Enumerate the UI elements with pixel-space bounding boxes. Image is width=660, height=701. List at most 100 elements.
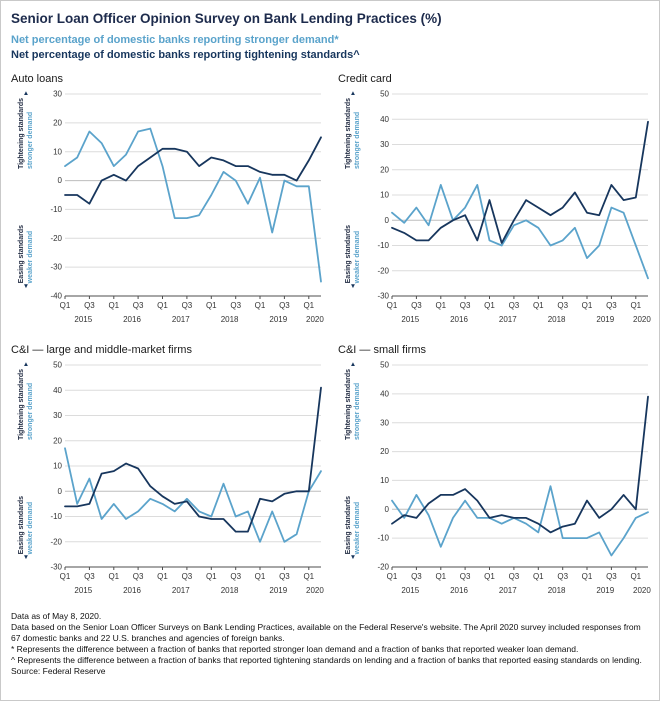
svg-text:Q1: Q1 [206, 301, 217, 310]
easing-standards-label: Easing standards [17, 495, 25, 555]
legend-tightening-standards: Net percentage of domestic banks reporti… [11, 49, 360, 62]
chart-title-auto-loans: Auto loans [11, 72, 63, 85]
svg-text:Q3: Q3 [460, 301, 471, 310]
svg-text:Q3: Q3 [84, 301, 95, 310]
svg-text:Q3: Q3 [182, 301, 193, 310]
svg-text:Q1: Q1 [157, 572, 168, 581]
svg-text:Q3: Q3 [606, 572, 617, 581]
svg-text:20: 20 [380, 447, 389, 456]
up-arrow-icon: ▲ [349, 360, 357, 368]
svg-text:2017: 2017 [499, 315, 517, 324]
svg-text:-40: -40 [50, 291, 62, 300]
svg-text:-10: -10 [50, 205, 62, 214]
y-axis-description: ▲ Tightening standards stronger demand E… [11, 359, 41, 603]
svg-text:2016: 2016 [123, 586, 141, 595]
tightening-standards-label: Tightening standards [17, 369, 25, 441]
weaker-demand-label: weaker demand [354, 501, 361, 555]
header: Senior Loan Officer Opinion Survey on Ba… [11, 11, 649, 64]
svg-text:2020: 2020 [306, 586, 324, 595]
down-arrow-icon: ▼ [349, 554, 357, 562]
svg-text:2017: 2017 [172, 315, 190, 324]
stronger-demand-label: stronger demand [27, 112, 34, 170]
svg-text:Q3: Q3 [84, 572, 95, 581]
charts-grid: Auto loans ▲ Tightening standards strong… [11, 72, 651, 603]
svg-text:-10: -10 [377, 241, 389, 250]
svg-text:Q1: Q1 [484, 301, 495, 310]
svg-text:Q3: Q3 [557, 301, 568, 310]
svg-text:Q3: Q3 [279, 301, 290, 310]
svg-text:Q1: Q1 [582, 301, 593, 310]
svg-text:2015: 2015 [401, 586, 419, 595]
svg-text:2019: 2019 [596, 586, 614, 595]
svg-text:Q3: Q3 [182, 572, 193, 581]
easing-standards-label: Easing standards [17, 224, 25, 284]
svg-text:-30: -30 [50, 562, 62, 571]
y-axis-description: ▲ Tightening standards stronger demand E… [11, 88, 41, 332]
svg-text:Q1: Q1 [630, 301, 641, 310]
svg-text:2018: 2018 [221, 315, 239, 324]
svg-text:2020: 2020 [633, 315, 651, 324]
svg-text:Q1: Q1 [533, 301, 544, 310]
svg-text:2015: 2015 [74, 315, 92, 324]
svg-text:Q1: Q1 [60, 572, 71, 581]
svg-text:2015: 2015 [401, 315, 419, 324]
svg-text:Q1: Q1 [255, 572, 266, 581]
legend-stronger-demand: Net percentage of domestic banks reporti… [11, 34, 339, 46]
svg-text:Q1: Q1 [303, 301, 314, 310]
svg-text:Q1: Q1 [108, 572, 119, 581]
svg-text:Q3: Q3 [411, 301, 422, 310]
svg-text:50: 50 [53, 360, 62, 369]
svg-text:20: 20 [53, 118, 62, 127]
svg-text:Q1: Q1 [582, 572, 593, 581]
svg-text:2017: 2017 [172, 586, 190, 595]
svg-text:Q1: Q1 [630, 572, 641, 581]
svg-text:Q3: Q3 [133, 572, 144, 581]
svg-text:10: 10 [380, 190, 389, 199]
svg-text:40: 40 [380, 115, 389, 124]
weaker-demand-label: weaker demand [354, 230, 361, 284]
svg-text:Q3: Q3 [557, 572, 568, 581]
svg-text:0: 0 [58, 176, 63, 185]
chart-title-ci-large-firms: C&I — large and middle-market firms [11, 343, 192, 356]
svg-text:Q3: Q3 [509, 301, 520, 310]
up-arrow-icon: ▲ [349, 89, 357, 97]
svg-text:-20: -20 [50, 537, 62, 546]
chart-title-credit-card: Credit card [338, 72, 392, 85]
svg-text:Q1: Q1 [387, 301, 398, 310]
svg-text:Q1: Q1 [157, 301, 168, 310]
ci-large-firms-chart: -30 -20 -10 0 10 20 30 40 50 Q1 Q3 Q1 Q3 Q1 Q3 Q1 Q3 Q1 Q3… [50, 360, 324, 595]
y-axis-description: ▲ Tightening standards stronger demand E… [338, 88, 368, 332]
svg-text:2015: 2015 [74, 586, 92, 595]
svg-text:Q3: Q3 [411, 572, 422, 581]
svg-text:Q1: Q1 [303, 572, 314, 581]
up-arrow-icon: ▲ [22, 360, 30, 368]
footnote-asterisk: * Represents the difference between a fr… [11, 643, 579, 654]
svg-text:2018: 2018 [221, 586, 239, 595]
svg-text:Q1: Q1 [484, 572, 495, 581]
svg-text:Q3: Q3 [230, 572, 241, 581]
weaker-demand-label: weaker demand [27, 501, 34, 555]
svg-text:-30: -30 [377, 291, 389, 300]
svg-text:0: 0 [385, 216, 390, 225]
svg-text:-10: -10 [50, 512, 62, 521]
svg-text:30: 30 [53, 89, 62, 98]
chart-title-ci-small-firms: C&I — small firms [338, 343, 426, 356]
down-arrow-icon: ▼ [349, 283, 357, 291]
svg-text:Q1: Q1 [435, 572, 446, 581]
footnote-data-as-of: Data as of May 8, 2020. [11, 610, 102, 621]
easing-standards-label: Easing standards [344, 224, 352, 284]
footnote-source: Source: Federal Reserve [11, 666, 106, 677]
svg-text:30: 30 [53, 411, 62, 420]
svg-text:2018: 2018 [548, 315, 566, 324]
svg-text:Q3: Q3 [460, 572, 471, 581]
svg-text:Q1: Q1 [387, 572, 398, 581]
svg-text:Q1: Q1 [60, 301, 71, 310]
svg-text:2019: 2019 [596, 315, 614, 324]
credit-card-chart: -30 -20 -10 0 10 20 30 40 50 Q1 Q3 Q1 Q3 Q1 Q3 Q1 Q3 Q1 Q3… [377, 89, 651, 324]
y-axis-description: ▲ Tightening standards stronger demand E… [338, 359, 368, 603]
stronger-demand-label: stronger demand [27, 383, 34, 441]
svg-text:10: 10 [53, 461, 62, 470]
svg-text:2016: 2016 [450, 586, 468, 595]
svg-text:Q3: Q3 [230, 301, 241, 310]
